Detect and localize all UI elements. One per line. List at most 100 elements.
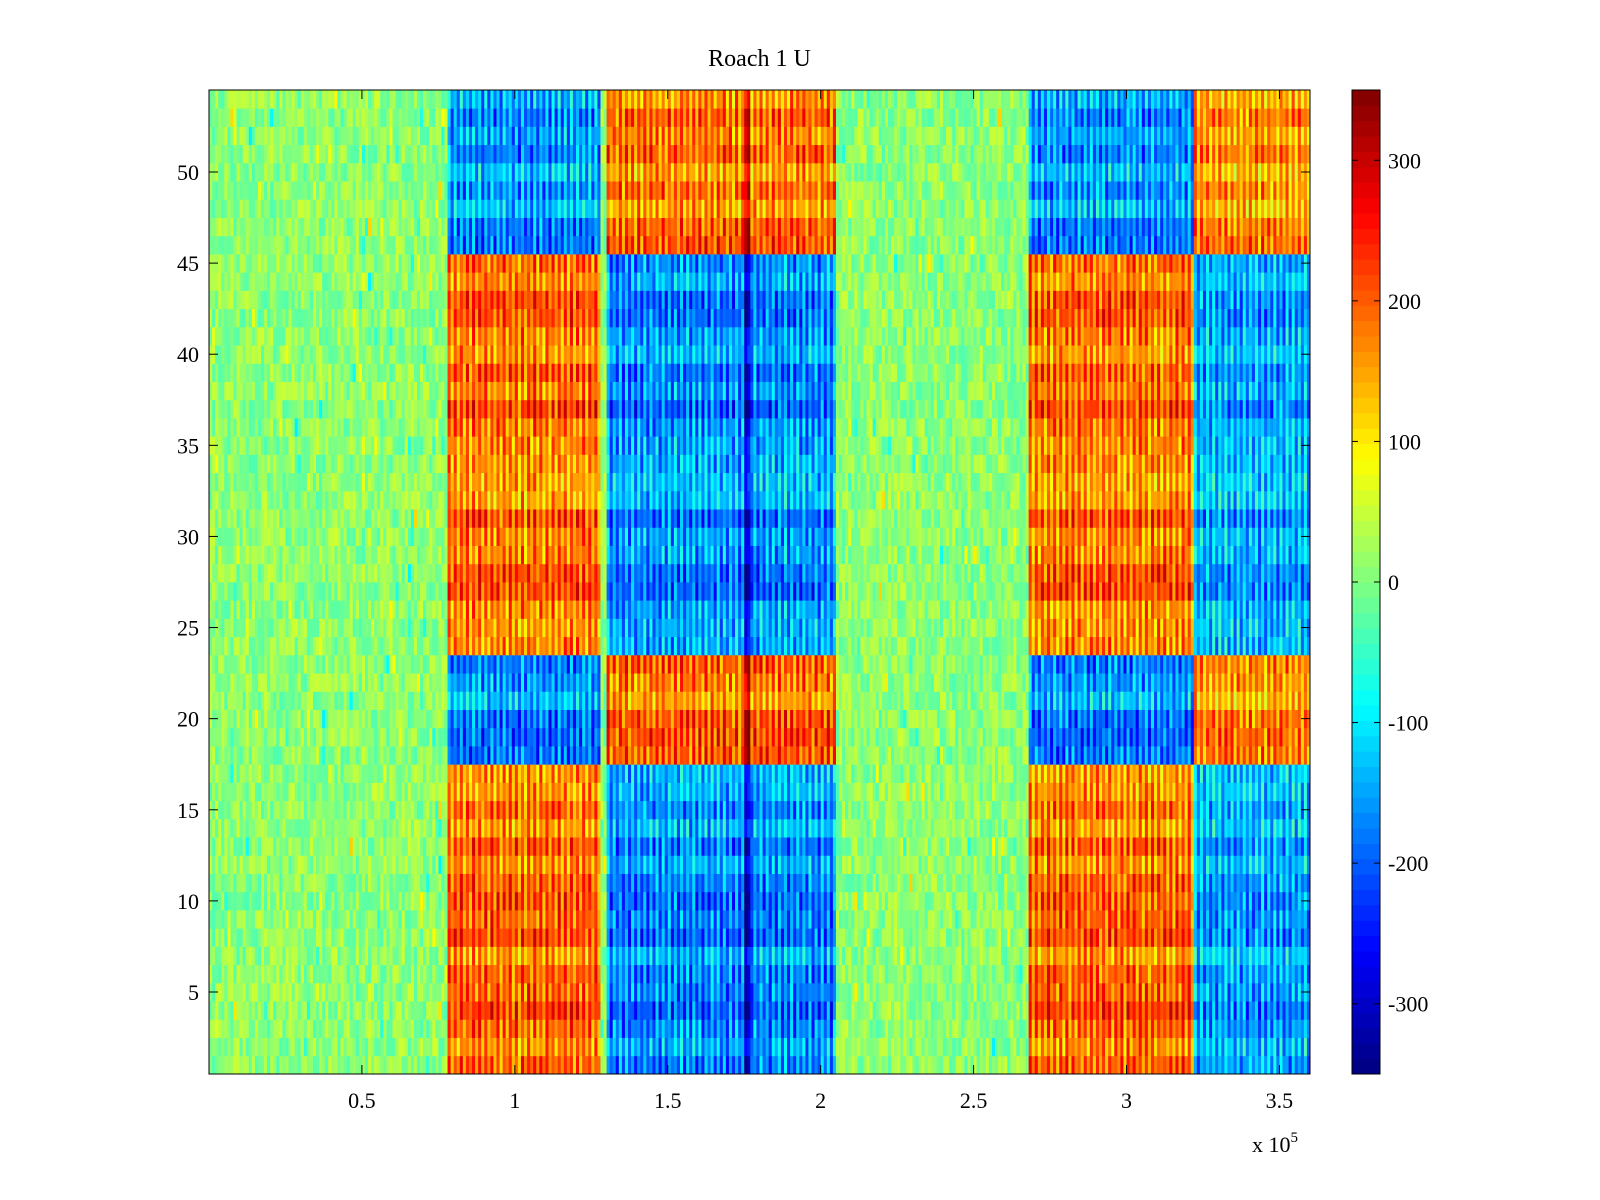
heatmap-cell [848,818,852,838]
heatmap-cell [297,964,302,984]
heatmap-cell [1083,1001,1088,1020]
heatmap-cell [303,818,308,838]
heatmap-cell [866,1055,870,1075]
heatmap-cell [866,1001,870,1020]
heatmap-cell [392,873,396,893]
heatmap-cell [316,1001,320,1020]
heatmap-cell [1120,855,1124,874]
heatmap-cell [484,1037,488,1057]
heatmap-cell [1190,891,1195,911]
heatmap-cell [386,946,390,966]
heatmap-cell [793,1019,797,1038]
heatmap-cell [903,910,907,929]
heatmap-cell [508,946,513,966]
heatmap-cell [686,1037,690,1057]
heatmap-cell [1154,982,1158,1002]
heatmap-cell [1209,928,1213,947]
heatmap-cell [686,818,690,838]
heatmap-cell [490,910,494,929]
heatmap-cell [374,1055,378,1075]
heatmap-cell [670,910,675,929]
heatmap-cell [924,928,929,947]
heatmap-cell [1218,873,1222,893]
heatmap-cell [649,1055,653,1075]
heatmap-cell [1202,928,1207,947]
heatmap-cell [554,873,559,893]
heatmap-cell [912,837,916,856]
heatmap-cell [1218,855,1222,874]
heatmap-cell [1291,855,1296,874]
heatmap-cell [1028,946,1033,966]
heatmap-cell [242,946,247,966]
heatmap-cell [1071,873,1075,893]
heatmap-cell [572,910,577,929]
heatmap-cell [465,873,470,893]
heatmap-cell [1141,964,1146,984]
heatmap-cell [432,1019,436,1038]
heatmap-cell [331,891,335,911]
heatmap-cell [627,1055,632,1075]
heatmap-cell [536,1001,540,1020]
heatmap-cell [560,855,565,874]
heatmap-cell [805,1037,809,1057]
heatmap-cell [465,1055,470,1075]
heatmap-cell [759,928,763,947]
heatmap-cell [456,946,461,966]
heatmap-cell [704,873,708,893]
heatmap-cell [621,818,626,838]
heatmap-cell [508,837,513,856]
heatmap-cell [496,837,500,856]
heatmap-cell [1166,855,1170,874]
heatmap-cell [468,837,473,856]
heatmap-cell [664,1037,669,1057]
heatmap-cell [1028,1037,1033,1057]
heatmap-cell [1141,928,1146,947]
heatmap-cell [1126,982,1130,1002]
heatmap-cell [380,1055,384,1075]
heatmap-cell [1114,964,1118,984]
heatmap-cell [790,910,794,929]
heatmap-cell [826,1019,831,1038]
heatmap-cell [670,1001,675,1020]
heatmap-cell [560,1019,565,1038]
heatmap-cell [1013,1019,1017,1038]
heatmap-cell [643,1001,647,1020]
heatmap-cell [1163,1037,1167,1057]
heatmap-cell [655,1019,659,1038]
heatmap-cell [545,855,549,874]
heatmap-cell [664,1001,669,1020]
heatmap-cell [1157,891,1161,911]
heatmap-cell [300,873,305,893]
heatmap-cell [1169,1001,1173,1020]
heatmap-cell [884,873,889,893]
heatmap-cell [949,855,953,874]
heatmap-cell [817,855,822,874]
heatmap-cell [811,1037,815,1057]
heatmap-cell [1190,1001,1195,1020]
heatmap-cell [1010,837,1014,856]
heatmap-cell [582,1001,586,1020]
heatmap-cell [416,910,421,929]
heatmap-cell [1224,1019,1228,1038]
heatmap-cell [1224,1001,1228,1020]
heatmap-cell [267,1019,271,1038]
heatmap-cell [683,928,687,947]
heatmap-cell [1022,928,1026,947]
heatmap-cell [958,946,962,966]
heatmap-cell [1025,818,1030,838]
heatmap-cell [453,964,458,984]
heatmap-cell [649,891,653,911]
heatmap-cell [814,818,819,838]
heatmap-cell [1013,873,1017,893]
heatmap-cell [771,1001,776,1020]
heatmap-cell [1154,855,1158,874]
heatmap-cell [921,891,926,911]
heatmap-cell [881,891,886,911]
heatmap-cell [413,818,418,838]
heatmap-cell [1193,964,1198,984]
heatmap-cell [410,855,415,874]
heatmap-cell [1129,818,1134,838]
heatmap-cell [900,873,904,893]
heatmap-cell [679,910,684,929]
heatmap-cell [909,1001,913,1020]
